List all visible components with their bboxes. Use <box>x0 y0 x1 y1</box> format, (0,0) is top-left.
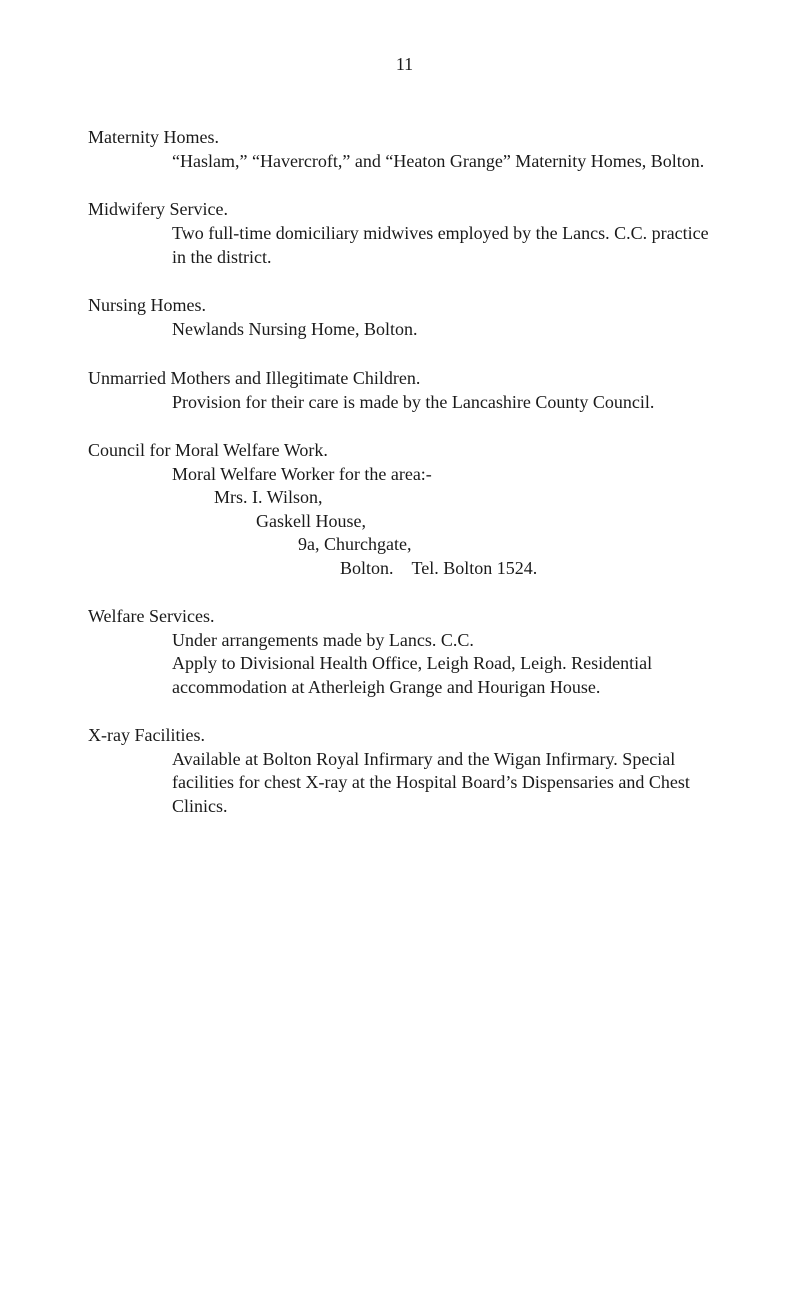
section-welfare-services: Welfare Services. Under arrangements mad… <box>88 606 721 699</box>
section-body: Moral Welfare Worker for the area:- Mrs.… <box>88 463 721 580</box>
section-body: Newlands Nursing Home, Bolton. <box>88 318 721 341</box>
address-line: Mrs. I. Wilson, <box>172 486 721 509</box>
section-body: “Haslam,” “Havercroft,” and “Heaton Gran… <box>88 150 721 173</box>
section-xray-facilities: X-ray Facilities. Available at Bolton Ro… <box>88 725 721 818</box>
section-body: Provision for their care is made by the … <box>88 391 721 414</box>
section-title: Nursing Homes. <box>88 295 721 316</box>
section-midwifery-service: Midwifery Service. Two full-time domicil… <box>88 199 721 269</box>
page-number: 11 <box>88 54 721 75</box>
section-title: X-ray Facilities. <box>88 725 721 746</box>
section-body: Two full-time domiciliary midwives emplo… <box>88 222 721 269</box>
address-line: Gaskell House, <box>172 510 721 533</box>
section-title: Midwifery Service. <box>88 199 721 220</box>
section-title: Unmarried Mothers and Illegitimate Child… <box>88 368 721 389</box>
address-line: Moral Welfare Worker for the area:- <box>172 463 721 486</box>
section-title: Maternity Homes. <box>88 127 721 148</box>
address-line: Bolton. Tel. Bolton 1524. <box>172 557 721 580</box>
section-title: Welfare Services. <box>88 606 721 627</box>
section-maternity-homes: Maternity Homes. “Haslam,” “Havercroft,”… <box>88 127 721 173</box>
section-nursing-homes: Nursing Homes. Newlands Nursing Home, Bo… <box>88 295 721 341</box>
section-title: Council for Moral Welfare Work. <box>88 440 721 461</box>
section-body: Under arrangements made by Lancs. C.C. A… <box>88 629 721 699</box>
section-unmarried-mothers: Unmarried Mothers and Illegitimate Child… <box>88 368 721 414</box>
address-line: 9a, Churchgate, <box>172 533 721 556</box>
section-body: Available at Bolton Royal Infirmary and … <box>88 748 721 818</box>
section-council-moral-welfare: Council for Moral Welfare Work. Moral We… <box>88 440 721 580</box>
